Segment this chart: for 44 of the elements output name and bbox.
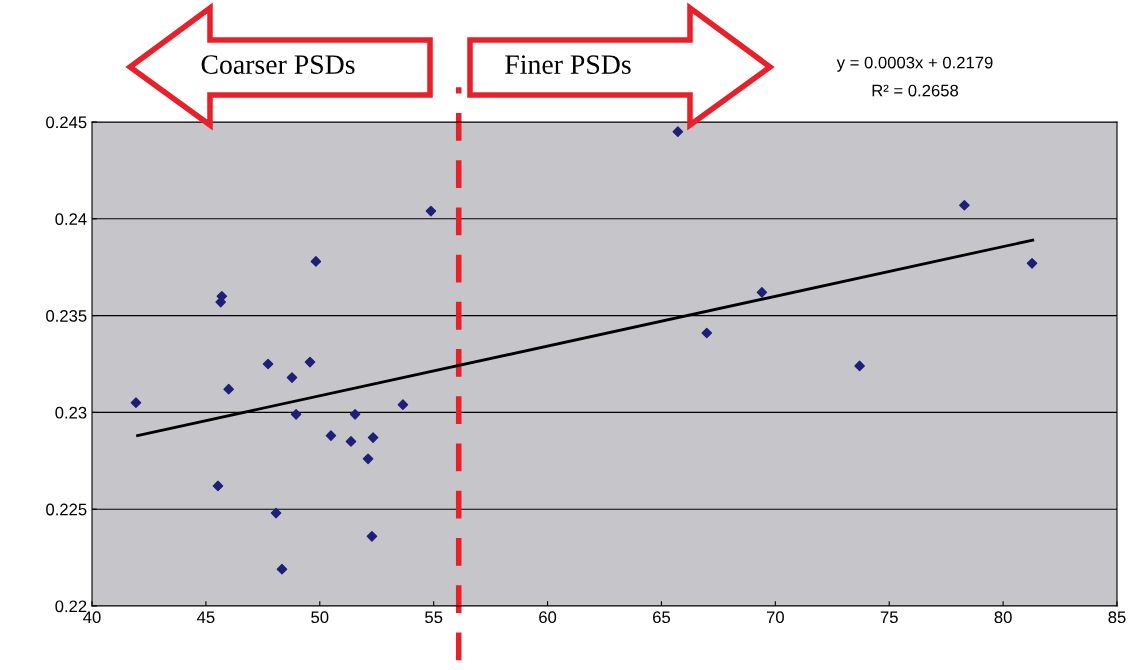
x-tick-label: 65 <box>653 611 671 624</box>
point <box>366 531 378 542</box>
text: R² = 0.2658 <box>872 84 959 97</box>
text: Finer PSDs <box>505 55 631 74</box>
point <box>349 409 361 420</box>
x-tick-label: 50 <box>311 611 329 624</box>
point <box>701 327 713 339</box>
point <box>345 436 357 447</box>
point <box>290 409 302 420</box>
x-tick-label: 70 <box>766 611 784 624</box>
point <box>304 356 316 368</box>
text: y = 0.0003x + 0.2179 <box>836 56 993 72</box>
point <box>672 126 684 137</box>
point <box>959 199 970 211</box>
text: Coarser PSDs <box>201 55 355 74</box>
point <box>276 563 288 575</box>
x-tick-label: 45 <box>197 611 215 624</box>
point <box>756 287 768 298</box>
y-tick-label: 0.22 <box>55 600 87 613</box>
y-tick-label: 0.245 <box>46 116 87 129</box>
y-tick-label: 0.225 <box>46 503 87 516</box>
point <box>325 430 337 441</box>
point <box>212 480 224 492</box>
point <box>310 256 322 267</box>
y-tick-label: 0.235 <box>46 310 87 322</box>
point <box>270 507 282 519</box>
x-tick-label: 75 <box>880 611 898 624</box>
point <box>262 358 274 370</box>
point <box>223 383 234 395</box>
point <box>286 372 298 383</box>
x-tick-label: 60 <box>539 611 557 624</box>
point <box>367 432 379 443</box>
point <box>425 205 437 217</box>
point <box>362 453 374 465</box>
point <box>130 397 142 409</box>
x-tick-label: 80 <box>994 611 1012 624</box>
x-tick-label: 85 <box>1108 611 1126 624</box>
x-tick-label: 40 <box>83 611 101 624</box>
point <box>1026 258 1038 269</box>
point <box>397 399 409 410</box>
y-tick-label: 0.23 <box>55 406 87 419</box>
point <box>854 360 865 372</box>
x-tick-label: 55 <box>425 611 443 624</box>
y-tick-label: 0.24 <box>55 213 87 225</box>
